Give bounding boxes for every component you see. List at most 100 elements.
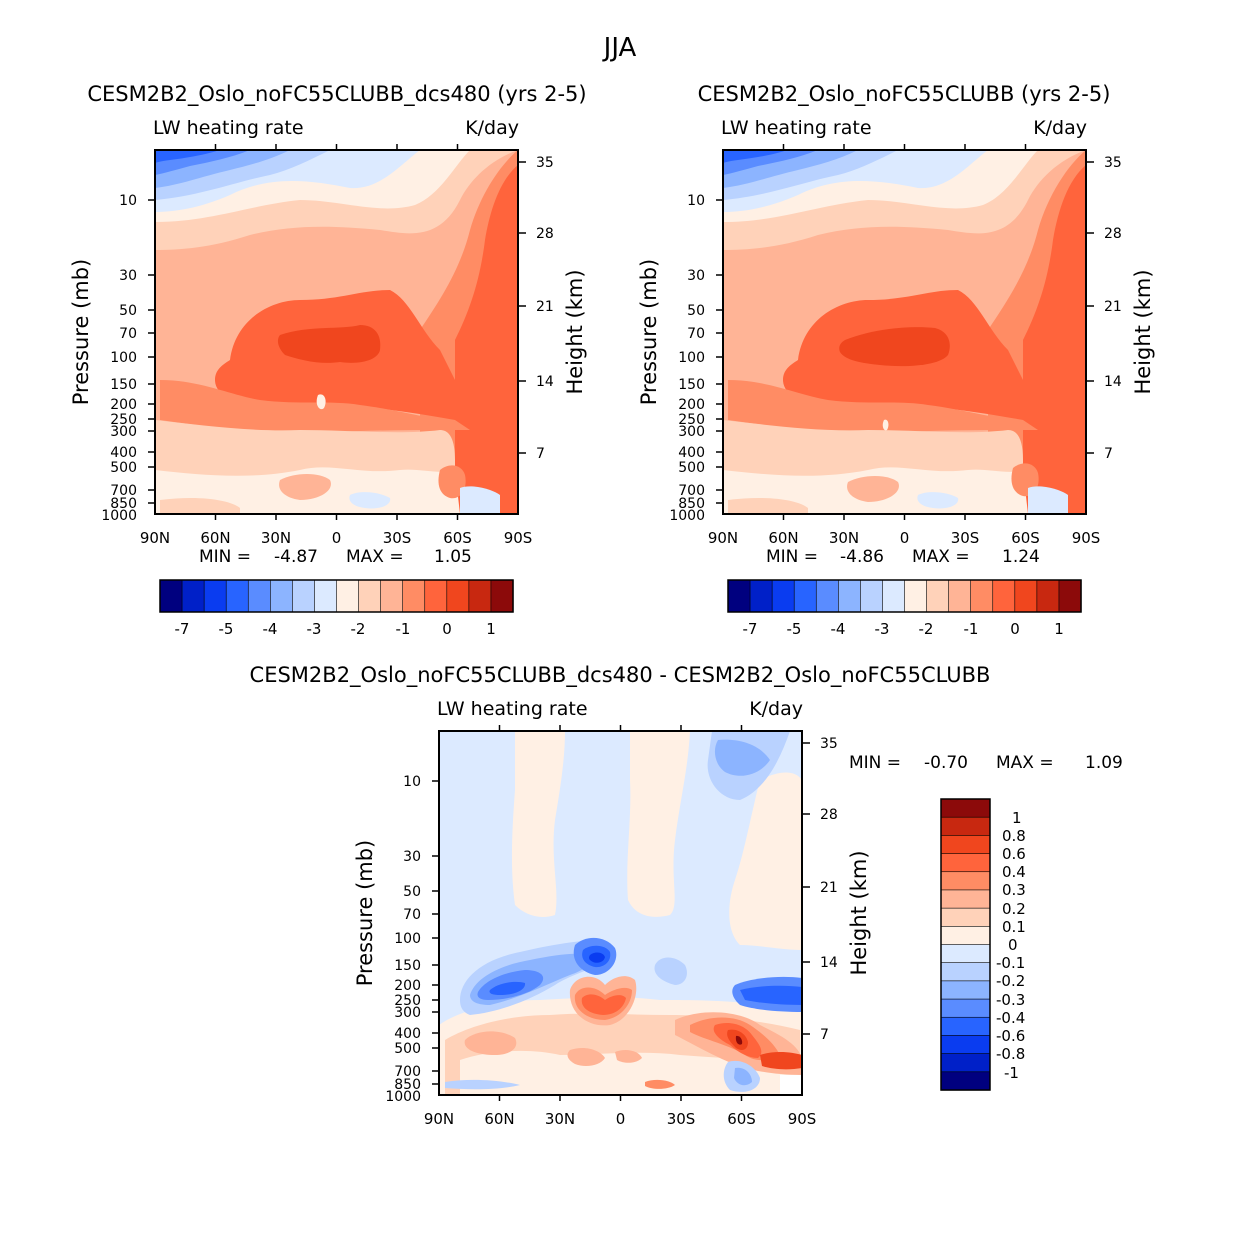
- panel-a-ytick: 70: [119, 326, 137, 342]
- panel-b-colorbar-swatches: [727, 579, 1082, 613]
- panel-c-y2label: Height (km): [847, 850, 871, 975]
- panel-b-x-ticks: 90N 60N 30N 0 30S 60S 90S: [708, 529, 1100, 547]
- panel-a-colorbar-swatch: [225, 579, 249, 613]
- panel-c-cb-label: -0.1: [996, 954, 1025, 972]
- panel-c-colorbar-swatch: [940, 835, 991, 855]
- panel-c-max-value: 1.09: [1085, 753, 1123, 773]
- panel-b-cb-label: -5: [787, 620, 802, 638]
- panel-c-xtick: 90S: [788, 1110, 817, 1128]
- panel-a-units: K/day: [465, 117, 519, 139]
- panel-b-y2tick: 35: [1104, 155, 1122, 171]
- panel-a-colorbar-swatch: [292, 579, 316, 613]
- panel-c-y2tick: 7: [820, 1027, 829, 1043]
- panel-a-x-ticks: 90N 60N 30N 0 30S 60S 90S: [140, 529, 532, 547]
- panel-b-ytick: 50: [687, 303, 705, 319]
- panel-b-colorbar-swatch: [992, 579, 1016, 613]
- panel-c-ytick: 150: [394, 958, 421, 974]
- panel-c-cb-label: 0.3: [1002, 881, 1026, 899]
- panel-b-colorbar-swatch: [1036, 579, 1060, 613]
- panel-b-cb-label: -1: [964, 620, 979, 638]
- panel-c-colorbar-swatches: [940, 798, 991, 1091]
- panel-c-cb-label: -1: [1004, 1064, 1019, 1082]
- panel-c-cb-label: 0.8: [1002, 827, 1026, 845]
- panel-b-ytick: 10: [687, 193, 705, 209]
- panel-b-y-ticks: 10 30 50 70 100 150 200 250 300 400 500 …: [669, 193, 705, 524]
- panel-c-cb-label: 0.2: [1002, 900, 1026, 918]
- panel-a-y-ticks: 10 30 50 70 100 150 200 250 300 400 500 …: [101, 193, 137, 524]
- panel-c-field-label: LW heating rate: [437, 698, 588, 720]
- panel-b-xtick: 90N: [708, 529, 738, 547]
- panel-b-stats: MIN = -4.86 MAX = 1.24: [766, 547, 1040, 567]
- panel-a-ytick: 1000: [101, 508, 137, 524]
- panel-b-units: K/day: [1033, 117, 1087, 139]
- panel-b-xtick: 90S: [1072, 529, 1101, 547]
- panel-c-colorbar-labels: 1 0.8 0.6 0.4 0.3 0.2 0.1 0 -0.1 -0.2 -0…: [996, 809, 1026, 1082]
- panel-c-cb-label: 0.6: [1002, 845, 1026, 863]
- panel-a-xtick: 30S: [383, 529, 412, 547]
- panel-b-max-label: MAX =: [912, 547, 970, 567]
- panel-b-y2tick: 28: [1104, 226, 1122, 242]
- panel-b-colorbar-labels: -7 -5 -4 -3 -2 -1 0 1: [743, 620, 1064, 638]
- panel-b-tick-marks: [716, 144, 1094, 520]
- panel-b-min-value: -4.86: [840, 547, 884, 567]
- panel-c-min-label: MIN =: [849, 753, 901, 773]
- panel-b-cb-label: 1: [1054, 620, 1064, 638]
- panel-a-colorbar-swatch: [358, 579, 382, 613]
- panel-b-xtick: 30N: [829, 529, 859, 547]
- panel-b-colorbar-swatch: [1014, 579, 1038, 613]
- panel-b-y2label: Height (km): [1131, 269, 1155, 394]
- panel-c-y2-ticks: 35 28 21 14 7: [820, 736, 838, 1043]
- panel-b-colorbar-swatch: [904, 579, 928, 613]
- panel-b-max-value: 1.24: [1002, 547, 1040, 567]
- panel-a-ytick: 150: [110, 377, 137, 393]
- panel-b-ytick: 250: [678, 412, 705, 428]
- panel-c-colorbar-swatch: [940, 998, 991, 1018]
- panel-c-colorbar-swatch: [940, 944, 991, 964]
- panel-c-colorbar-swatch: [940, 907, 991, 927]
- panel-c-tick-marks: [432, 725, 810, 1101]
- panel-c-y2tick: 14: [820, 955, 838, 971]
- panel-a-colorbar-swatch: [247, 579, 271, 613]
- panel-a-colorbar-swatch: [402, 579, 426, 613]
- panel-a-ytick: 850: [110, 496, 137, 512]
- panel-b-colorbar-swatch: [727, 579, 751, 613]
- panel-c-colorbar-swatch: [940, 980, 991, 1000]
- panel-a-y2tick: 14: [536, 374, 554, 390]
- panel-a-min-label: MIN =: [199, 547, 251, 567]
- panel-c-cb-label: 0.1: [1002, 918, 1026, 936]
- panel-a-xtick: 90S: [504, 529, 533, 547]
- panel-a-ytick: 250: [110, 412, 137, 428]
- panel-b-xtick: 60N: [768, 529, 798, 547]
- panel-c-xtick: 30S: [667, 1110, 696, 1128]
- panel-a-max-label: MAX =: [346, 547, 404, 567]
- panel-b-xtick: 0: [900, 529, 910, 547]
- panel-c-cb-label: -0.4: [996, 1009, 1025, 1027]
- panel-c-ytick: 850: [394, 1077, 421, 1093]
- panel-c-ytick: 300: [394, 1005, 421, 1021]
- panel-a-cb-label: -4: [263, 620, 278, 638]
- panel-a-cb-label: 1: [486, 620, 496, 638]
- panel-a-max-value: 1.05: [434, 547, 472, 567]
- panel-c-ytick: 30: [403, 849, 421, 865]
- panel-a-contours: [155, 150, 518, 514]
- panel-c-ytick: 50: [403, 884, 421, 900]
- panel-a-cb-label: -2: [351, 620, 366, 638]
- panel-a-colorbar-labels: -7 -5 -4 -3 -2 -1 0 1: [175, 620, 496, 638]
- panel-a-stats: MIN = -4.87 MAX = 1.05: [199, 547, 472, 567]
- panel-a-ytick: 200: [110, 397, 137, 413]
- panel-a-colorbar-swatch: [314, 579, 338, 613]
- panel-a-colorbar-swatch: [270, 579, 293, 613]
- panel-c-colorbar-swatch: [940, 962, 991, 982]
- panel-c-ytick: 200: [394, 978, 421, 994]
- panel-b-cb-label: -2: [919, 620, 934, 638]
- panel-a-colorbar-swatches: [159, 579, 514, 613]
- panel-c-contours: [439, 731, 802, 1095]
- panel-a-ytick: 100: [110, 350, 137, 366]
- panel-c-xtick: 60N: [484, 1110, 514, 1128]
- panel-c-ytick: 250: [394, 993, 421, 1009]
- panel-a-colorbar-swatch: [203, 579, 227, 613]
- panel-b-xtick: 30S: [951, 529, 980, 547]
- panel-a-y2tick: 21: [536, 299, 554, 315]
- panel-a-ytick: 700: [110, 483, 137, 499]
